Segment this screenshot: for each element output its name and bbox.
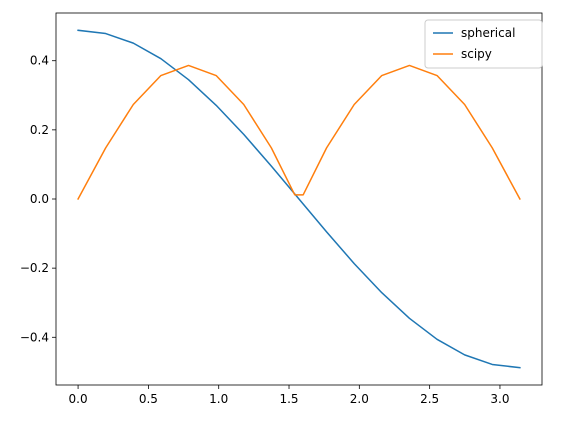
x-tick-label: 0.5 [139, 392, 158, 406]
y-tick-label: 0.4 [30, 54, 49, 68]
y-tick-label: 0.2 [30, 123, 49, 137]
legend-label-scipy: scipy [461, 47, 492, 61]
y-tick-label: 0.0 [30, 192, 49, 206]
x-tick-label: 1.5 [279, 392, 298, 406]
x-tick-label: 1.0 [209, 392, 228, 406]
legend-label-spherical: spherical [461, 26, 515, 40]
x-tick-label: 2.5 [420, 392, 439, 406]
y-tick-label: −0.2 [20, 261, 49, 275]
x-tick-label: 0.0 [69, 392, 88, 406]
x-tick-label: 3.0 [490, 392, 509, 406]
y-tick-label: −0.4 [20, 330, 49, 344]
x-tick-label: 2.0 [350, 392, 369, 406]
plot-area: 0.0 0.5 1.0 1.5 2.0 2.5 3.0 −0.4 −0.2 0.0 0.2 0.4 sp… [20, 12, 543, 406]
series-line-spherical [77, 29, 521, 369]
legend-box [424, 19, 543, 69]
series-line-scipy [77, 64, 521, 201]
